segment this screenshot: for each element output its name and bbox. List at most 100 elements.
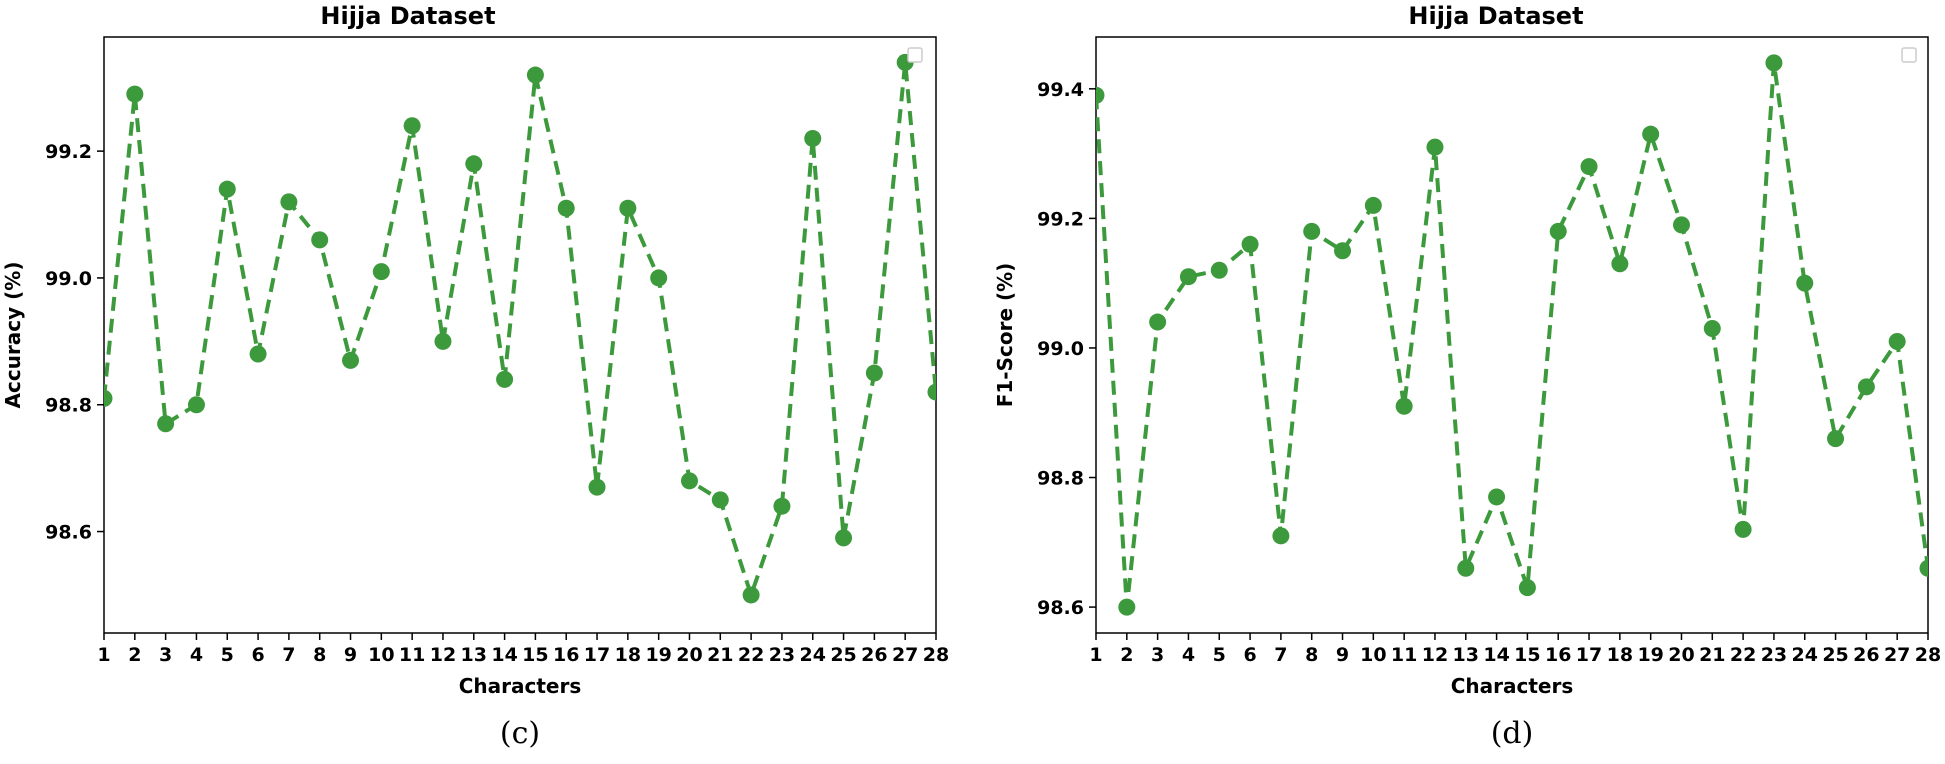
series-group xyxy=(1096,54,1928,616)
data-point xyxy=(588,478,606,496)
data-point xyxy=(1179,268,1197,286)
x-tick-label: 3 xyxy=(1151,644,1164,666)
x-tick-label: 2 xyxy=(1120,644,1133,666)
x-tick-label: 23 xyxy=(1761,644,1787,666)
data-point xyxy=(1210,261,1228,279)
data-point xyxy=(311,231,329,249)
data-point xyxy=(1857,378,1875,396)
x-tick-label: 9 xyxy=(344,644,357,666)
x-tick-label: 7 xyxy=(282,644,295,666)
data-point xyxy=(496,370,514,388)
x-tick-label: 15 xyxy=(1514,644,1540,666)
x-tick-label: 28 xyxy=(923,644,949,666)
x-tick-label: 20 xyxy=(676,644,702,666)
data-point xyxy=(927,383,936,401)
chart-title: Hijja Dataset xyxy=(320,2,495,30)
data-point xyxy=(157,415,175,433)
data-point xyxy=(1703,320,1721,338)
y-tick-label: 98.6 xyxy=(45,522,92,544)
x-tick-label: 2 xyxy=(128,644,141,666)
x-tick-label: 16 xyxy=(1545,644,1571,666)
x-tick-label: 13 xyxy=(1453,644,1479,666)
data-point xyxy=(249,345,267,363)
legend-box xyxy=(907,47,923,63)
x-tick-label: 10 xyxy=(368,644,394,666)
data-point xyxy=(342,351,360,369)
x-tick-label: 6 xyxy=(1243,644,1256,666)
data-point xyxy=(372,263,390,281)
x-tick-label: 22 xyxy=(738,644,764,666)
data-point xyxy=(1672,216,1690,234)
data-point xyxy=(711,491,729,509)
data-point xyxy=(835,529,853,547)
data-point xyxy=(1457,559,1475,577)
data-point xyxy=(1827,430,1845,448)
x-tick-label: 8 xyxy=(1305,644,1318,666)
data-point xyxy=(126,85,144,103)
x-tick-label: 4 xyxy=(1182,644,1195,666)
x-tick-label: 12 xyxy=(1422,644,1448,666)
x-tick-label: 14 xyxy=(491,644,517,666)
x-tick-label: 25 xyxy=(830,644,856,666)
x-tick-label: 23 xyxy=(769,644,795,666)
x-tick-label: 18 xyxy=(1607,644,1633,666)
x-axis-label: Characters xyxy=(459,674,582,698)
x-tick-label: 26 xyxy=(861,644,887,666)
x-tick-label: 15 xyxy=(522,644,548,666)
x-tick-label: 19 xyxy=(1637,644,1663,666)
data-point xyxy=(1580,158,1598,176)
x-tick-label: 21 xyxy=(1699,644,1725,666)
x-tick-label: 17 xyxy=(1576,644,1602,666)
data-point xyxy=(465,155,483,173)
data-point xyxy=(650,269,668,287)
data-point xyxy=(1149,313,1167,331)
x-tick-label: 17 xyxy=(584,644,610,666)
data-point xyxy=(1303,222,1321,240)
x-tick-label: 1 xyxy=(97,644,110,666)
y-tick-label: 98.6 xyxy=(1037,597,1084,619)
x-tick-label: 24 xyxy=(1792,644,1818,666)
data-point xyxy=(1096,86,1105,104)
x-tick-label: 3 xyxy=(159,644,172,666)
y-tick-label: 99.0 xyxy=(1037,338,1084,360)
data-point xyxy=(403,117,421,135)
x-tick-label: 5 xyxy=(221,644,234,666)
y-axis: 98.6 98.8 99.0 99.2 xyxy=(45,141,104,544)
x-tick-label: 27 xyxy=(892,644,918,666)
data-point xyxy=(526,66,544,84)
data-point xyxy=(434,332,452,350)
data-point xyxy=(1426,138,1444,156)
x-tick-label: 20 xyxy=(1668,644,1694,666)
data-point xyxy=(1518,579,1536,597)
data-point xyxy=(1272,527,1290,545)
data-point xyxy=(1118,598,1136,616)
data-point xyxy=(1241,235,1259,253)
data-point xyxy=(280,193,298,211)
x-tick-label: 4 xyxy=(190,644,203,666)
x-tick-label: 16 xyxy=(553,644,579,666)
data-point xyxy=(804,129,822,147)
y-tick-label: 98.8 xyxy=(45,395,92,417)
x-axis-label: Characters xyxy=(1451,674,1574,698)
x-tick-label: 5 xyxy=(1213,644,1226,666)
y-tick-label: 99.2 xyxy=(45,141,92,163)
chart-title: Hijja Dataset xyxy=(1408,2,1583,30)
y-tick-label: 99.0 xyxy=(45,268,92,290)
x-axis: 1 2 3 4 5 6 7 8 9 10 11 12 13 14 15 16 17 18 19 20 21 22 23 24 2… xyxy=(1089,633,1941,666)
x-tick-label: 12 xyxy=(430,644,456,666)
x-tick-label: 13 xyxy=(461,644,487,666)
x-tick-label: 8 xyxy=(313,644,326,666)
plot-area-frame xyxy=(103,36,937,634)
data-point xyxy=(1364,196,1382,214)
x-tick-label: 11 xyxy=(399,644,425,666)
y-tick-label: 98.8 xyxy=(1037,468,1084,490)
x-tick-label: 6 xyxy=(251,644,264,666)
x-tick-label: 25 xyxy=(1822,644,1848,666)
x-axis: 1 2 3 4 5 6 7 8 9 10 11 12 13 14 15 16 17 18 19 20 21 22 23 24 2… xyxy=(97,633,949,666)
data-point xyxy=(104,389,113,407)
data-point xyxy=(218,180,236,198)
x-tick-label: 28 xyxy=(1915,644,1941,666)
